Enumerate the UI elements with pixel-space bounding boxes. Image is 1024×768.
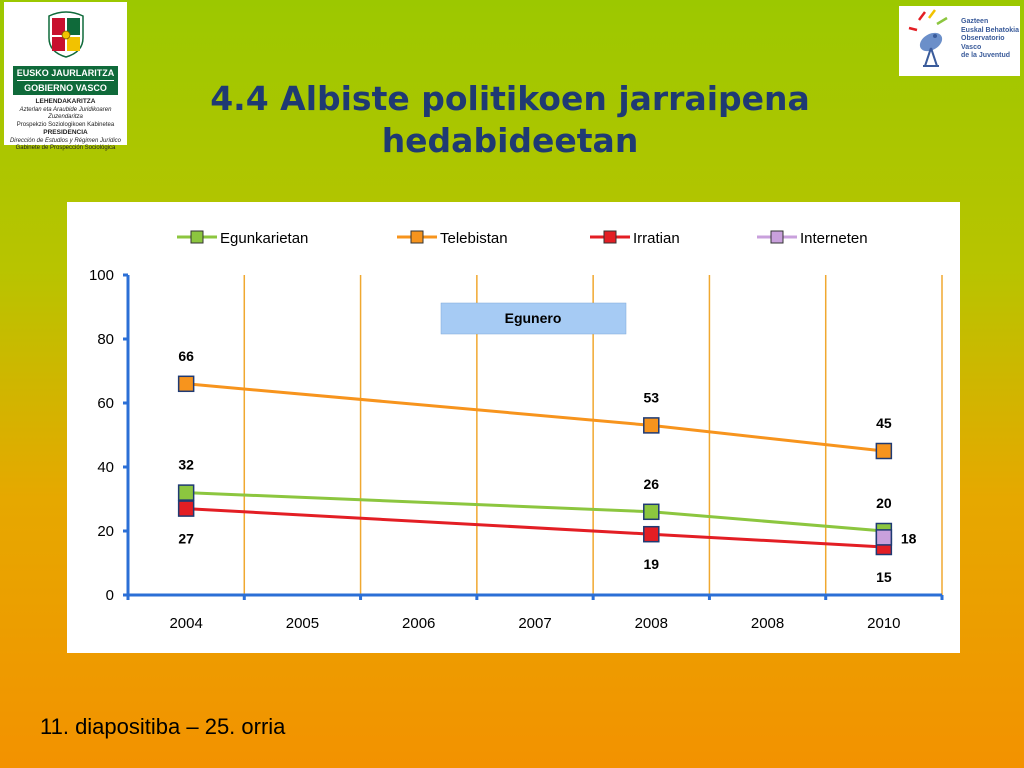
legend-label: Egunkarietan [220, 230, 308, 247]
chart-panel: 0 20 40 60 80 100 2004 2005 2006 2007 2008 2008 2010… [67, 202, 960, 653]
line-chart: 0 20 40 60 80 100 2004 2005 2006 2007 2008 2008 2010… [89, 230, 944, 632]
observatory-line4: de la Juventud [961, 52, 1011, 59]
data-point [643, 503, 660, 521]
logo-line-spanish: GOBIERNO VASCO [24, 83, 107, 93]
y-tick-label: 100 [89, 267, 114, 284]
legend-marker [410, 230, 424, 244]
legend-label: Interneten [800, 230, 868, 247]
logo-line-basque: EUSKO JAURLARITZA [16, 68, 115, 78]
data-point [177, 375, 195, 393]
satellite-dish-icon [908, 9, 948, 67]
observatory-line2: Euskal Behatokia [961, 26, 1019, 34]
brand-box: EUSKO JAURLARITZA GOBIERNO VASCO [13, 66, 118, 95]
series-line-Egunkarietan [186, 491, 884, 533]
data-label: 20 [876, 495, 892, 511]
basque-government-logo: EUSKO JAURLARITZA GOBIERNO VASCO LEHENDA… [4, 2, 127, 151]
observatory-line1: Gazteen [961, 18, 989, 25]
x-tick-label: 2008 [751, 615, 784, 632]
data-label: 53 [643, 389, 659, 405]
x-tick-label: 2010 [867, 615, 900, 632]
page-title: 4.4 Albiste politikoen jarraipena hedabi… [210, 79, 810, 160]
y-tick-label: 80 [97, 331, 114, 348]
logo-sub4: Gabinete de Prospección Sociológica [15, 145, 116, 151]
coat-of-arms-icon [47, 11, 84, 58]
observatory-line3: Observatorio Vasco [961, 35, 1005, 51]
data-label: 27 [178, 531, 194, 547]
slide-footer: 11. diapositiba – 25. orria [40, 714, 286, 739]
series-line-Telebistan [186, 382, 885, 453]
legend-marker [190, 230, 204, 244]
data-point [875, 529, 893, 546]
logo-sub3: Dirección de Estudios y Régimen Jurídico [9, 137, 122, 144]
logo-presidencia: PRESIDENCIA [43, 129, 88, 136]
x-tick-label: 2006 [402, 615, 435, 632]
legend-label: Telebistan [440, 230, 508, 247]
y-tick-label: 40 [97, 459, 114, 476]
data-label: 32 [178, 457, 194, 473]
x-tick-label: 2004 [169, 615, 202, 632]
logo-department: LEHENDAKARITZA Azterlan eta Araubide Jur… [7, 98, 124, 153]
data-label: 45 [876, 415, 892, 431]
y-tick-label: 60 [97, 395, 114, 412]
data-label: 26 [643, 476, 659, 492]
data-point [875, 442, 893, 460]
y-tick-label: 20 [97, 523, 114, 540]
data-point [177, 500, 195, 517]
legend-marker [770, 230, 784, 244]
data-label: 18 [901, 530, 917, 546]
data-label: 15 [876, 569, 892, 585]
data-label: 19 [643, 556, 659, 572]
data-point [643, 417, 660, 434]
logo-lehendakaritza: LEHENDAKARITZA [35, 98, 96, 105]
youth-observatory-logo: Gazteen Euskal Behatokia Observatorio Va… [899, 6, 1020, 76]
annotation-label: Egunero [505, 310, 562, 326]
series-line-Irratian [186, 507, 884, 549]
data-point [643, 525, 660, 543]
data-label: 66 [178, 348, 194, 364]
logo-sub2: Prospekzio Soziologikoen Kabinetea [16, 121, 115, 128]
legend-marker [603, 230, 617, 244]
annotation-box [440, 302, 627, 335]
y-tick-label: 0 [106, 587, 114, 604]
x-tick-label: 2005 [286, 615, 319, 632]
x-tick-label: 2007 [518, 615, 551, 632]
logo-sub1: Azterlan eta Araubide Juridikoaren Zuzen… [19, 106, 112, 121]
x-tick-label: 2008 [635, 615, 668, 632]
data-point [177, 484, 195, 501]
legend-label: Irratian [633, 230, 680, 247]
